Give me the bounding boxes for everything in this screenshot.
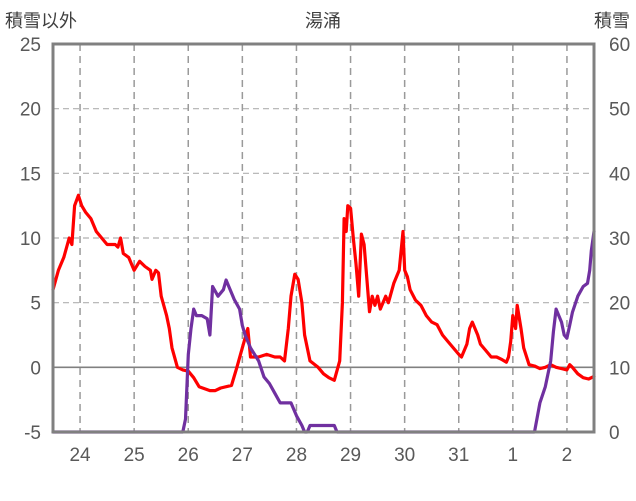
- x-tick-label: 27: [232, 445, 253, 466]
- chart-title: 湯涌: [305, 11, 341, 31]
- left-tick-label: 15: [20, 164, 41, 185]
- right-tick-label: 0: [609, 423, 620, 444]
- left-axis-title: 積雪以外: [5, 11, 77, 31]
- series-layer: [51, 193, 596, 434]
- plot-area-border: [51, 42, 596, 434]
- left-tick-label: 0: [30, 358, 41, 379]
- x-tick-label: 28: [286, 445, 307, 466]
- right-tick-label: 10: [609, 358, 630, 379]
- x-tick-label: 1: [508, 445, 519, 466]
- left-tick-label: 10: [20, 229, 41, 250]
- right-tick-label: 20: [609, 294, 630, 315]
- x-tick-label: 29: [340, 445, 361, 466]
- tick-labels: -5 0 5 10 15 20 25 0 10 20 30 40 50 60 24 25 26 27 28 29 30 3…: [20, 35, 630, 466]
- left-axis-series-line: [51, 193, 596, 393]
- left-tick-label: 5: [30, 294, 41, 315]
- x-tick-label: 24: [69, 445, 91, 466]
- x-tick-label: 30: [394, 445, 415, 466]
- right-tick-label: 50: [609, 100, 630, 121]
- x-tick-label: 31: [448, 445, 469, 466]
- x-tick-label: 25: [124, 445, 145, 466]
- x-tick-label: 2: [562, 445, 573, 466]
- right-axis-series-line: [51, 229, 596, 434]
- right-tick-label: 60: [609, 35, 630, 56]
- left-tick-label: 20: [20, 100, 41, 121]
- left-tick-label: -5: [24, 423, 41, 444]
- x-tick-label: 26: [178, 445, 199, 466]
- left-tick-label: 25: [20, 35, 41, 56]
- right-axis-title: 積雪: [594, 11, 630, 31]
- right-tick-label: 40: [609, 164, 630, 185]
- right-tick-label: 30: [609, 229, 630, 250]
- gridlines: [53, 43, 594, 433]
